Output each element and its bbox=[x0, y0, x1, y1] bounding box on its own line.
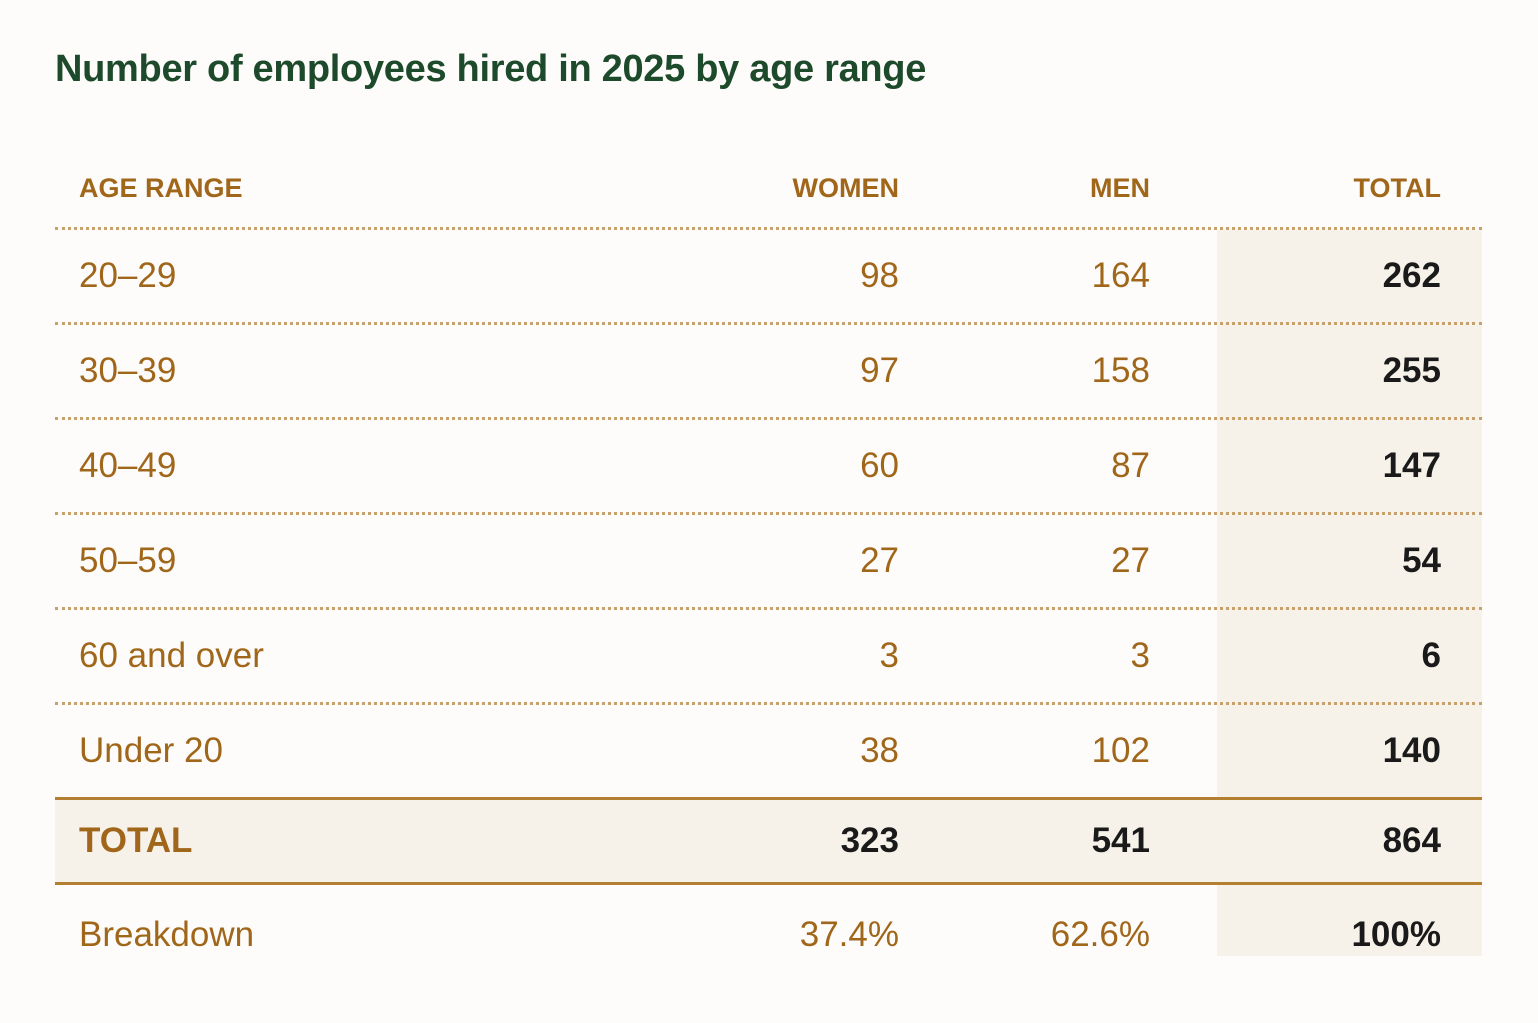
cell-age: 50–59 bbox=[79, 541, 177, 580]
cell-women: 38 bbox=[860, 731, 899, 770]
breakdown-row: Breakdown 37.4% 62.6% 100% bbox=[55, 885, 1482, 985]
breakdown-label: Breakdown bbox=[79, 915, 255, 954]
cell-total: 255 bbox=[1382, 351, 1441, 390]
table-row: 20–29 98 164 262 bbox=[55, 227, 1482, 322]
cell-men: 87 bbox=[1111, 446, 1150, 485]
totals-women: 323 bbox=[840, 821, 899, 860]
cell-men: 102 bbox=[1091, 731, 1150, 770]
breakdown-men: 62.6% bbox=[1050, 915, 1150, 954]
breakdown-total: 100% bbox=[1351, 915, 1441, 954]
totals-label: TOTAL bbox=[79, 821, 193, 860]
table-row: 60 and over 3 3 6 bbox=[55, 607, 1482, 702]
table-title: Number of employees hired in 2025 by age… bbox=[55, 48, 927, 90]
table-row: 40–49 60 87 147 bbox=[55, 417, 1482, 512]
cell-total: 54 bbox=[1402, 541, 1441, 580]
cell-age: Under 20 bbox=[79, 731, 223, 770]
cell-women: 98 bbox=[860, 256, 899, 295]
cell-women: 60 bbox=[860, 446, 899, 485]
totals-row: TOTAL 323 541 864 bbox=[55, 797, 1482, 885]
table-row: 30–39 97 158 255 bbox=[55, 322, 1482, 417]
header-women: WOMEN bbox=[792, 173, 899, 203]
cell-age: 40–49 bbox=[79, 446, 177, 485]
cell-women: 97 bbox=[860, 351, 899, 390]
table-row: Under 20 38 102 140 bbox=[55, 702, 1482, 797]
header-row: AGE RANGE WOMEN MEN TOTAL bbox=[55, 150, 1482, 227]
cell-women: 27 bbox=[860, 541, 899, 580]
cell-men: 164 bbox=[1091, 256, 1150, 295]
breakdown-women: 37.4% bbox=[799, 915, 899, 954]
cell-total: 147 bbox=[1382, 446, 1441, 485]
hires-table: AGE RANGE WOMEN MEN TOTAL 20–29 98 164 2… bbox=[55, 150, 1482, 985]
cell-total: 140 bbox=[1382, 731, 1441, 770]
cell-total: 262 bbox=[1382, 256, 1441, 295]
cell-total: 6 bbox=[1421, 636, 1441, 675]
cell-men: 3 bbox=[1130, 636, 1150, 675]
table-row: 50–59 27 27 54 bbox=[55, 512, 1482, 607]
totals-total: 864 bbox=[1382, 821, 1441, 860]
cell-age: 20–29 bbox=[79, 256, 177, 295]
cell-age: 30–39 bbox=[79, 351, 177, 390]
cell-men: 158 bbox=[1091, 351, 1150, 390]
totals-men: 541 bbox=[1091, 821, 1150, 860]
cell-age: 60 and over bbox=[79, 636, 264, 675]
header-men: MEN bbox=[1090, 173, 1150, 203]
cell-women: 3 bbox=[879, 636, 899, 675]
header-total: TOTAL bbox=[1353, 173, 1442, 203]
cell-men: 27 bbox=[1111, 541, 1150, 580]
header-age-range: AGE RANGE bbox=[79, 173, 243, 203]
